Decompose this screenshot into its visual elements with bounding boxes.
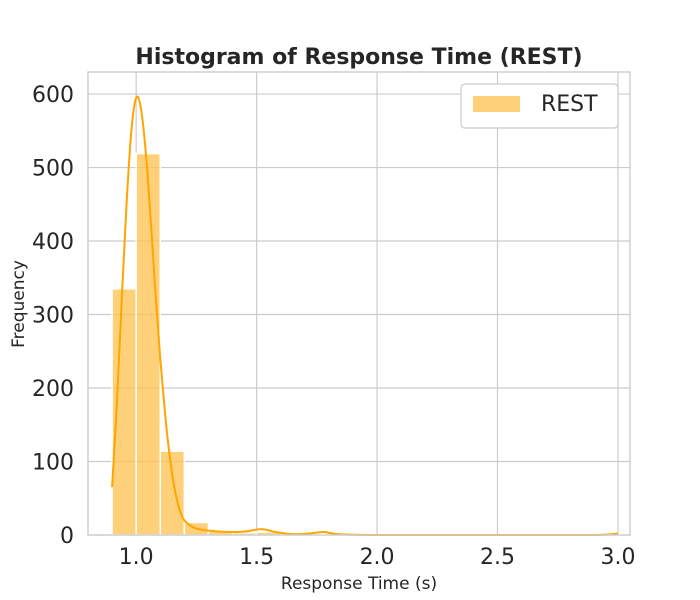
x-tick-label: 3.0 [600,545,635,570]
x-axis-label: Response Time (s) [281,574,437,594]
x-tick-labels: 1.0 1.5 2.0 2.5 3.0 [119,545,636,570]
y-tick-label: 500 [32,157,74,182]
x-tick-label: 2.5 [480,545,515,570]
y-tick-label: 600 [32,83,74,108]
plot-frame [87,71,631,536]
legend: REST [460,83,619,129]
histogram-bars [111,152,619,536]
x-tick-label: 1.5 [239,545,274,570]
histogram-bar [159,450,186,536]
histogram-bar [135,152,162,536]
legend-swatch [473,96,520,112]
kde-curve [111,95,619,537]
x-tick-label: 1.0 [119,545,154,570]
y-tick-label: 0 [60,524,74,549]
y-tick-labels: 0 100 200 300 400 500 600 [32,83,74,549]
y-tick-label: 100 [32,451,74,476]
legend-label: REST [541,92,598,117]
y-axis-label: Frequency [9,260,29,348]
y-tick-label: 200 [32,377,74,402]
chart-title: Histogram of Response Time (REST) [135,45,582,70]
legend-box [460,83,619,129]
y-tick-label: 400 [32,230,74,255]
x-tick-label: 2.0 [360,545,395,570]
y-tick-label: 300 [32,304,74,329]
